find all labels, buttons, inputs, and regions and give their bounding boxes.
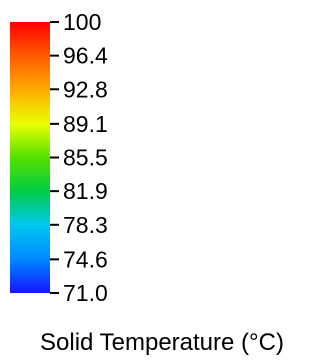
colorbar-tick-label: 96.4 xyxy=(63,43,108,69)
colorbar-tick-label: 92.8 xyxy=(63,76,108,102)
colorbar-ticks: 100 96.4 92.8 89.1 85.5 81.9 78.3 74.6 71.0 xyxy=(50,9,108,306)
colorbar-tick-label: 74.6 xyxy=(63,246,108,272)
colorbar-tick-label: 85.5 xyxy=(63,145,108,171)
colorbar-tick-label: 71.0 xyxy=(63,280,108,306)
colorbar-tick-label: 89.1 xyxy=(63,111,108,137)
colorbar-tick-label: 78.3 xyxy=(63,212,108,238)
colorbar-tick-label: 100 xyxy=(63,9,101,35)
colorbar xyxy=(10,22,50,293)
legend-title: Solid Temperature (°C) xyxy=(40,329,284,356)
colorbar-tick-label: 81.9 xyxy=(63,178,108,204)
